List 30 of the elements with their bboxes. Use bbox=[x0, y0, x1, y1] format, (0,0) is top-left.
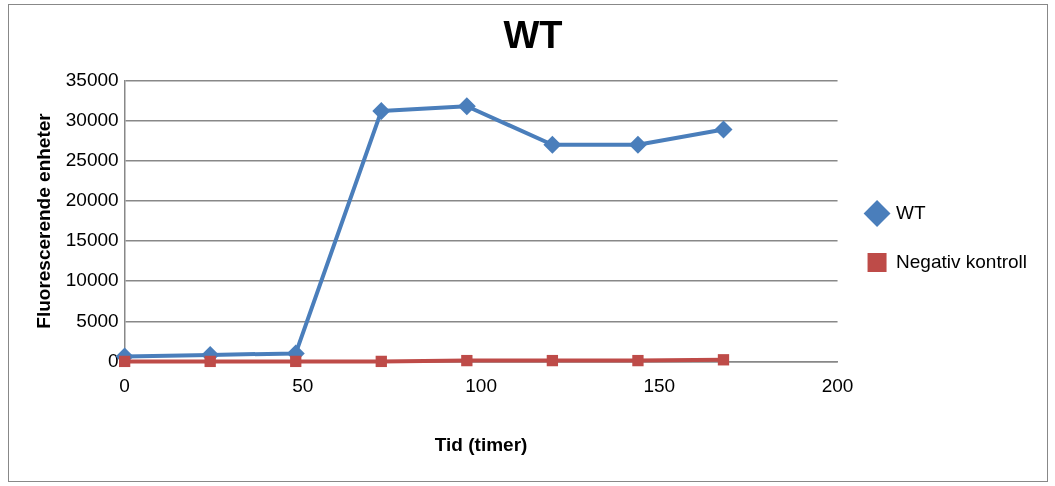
point bbox=[543, 135, 562, 154]
point bbox=[628, 135, 647, 154]
point bbox=[118, 355, 131, 368]
y-tick-label: 25000 bbox=[65, 149, 119, 171]
chart-title: WT bbox=[503, 14, 563, 57]
point bbox=[375, 355, 387, 368]
x-tick-label: 200 bbox=[821, 375, 854, 397]
point bbox=[204, 355, 216, 368]
y-axis-title: Fluorescerende enheter bbox=[32, 112, 54, 329]
x-tick-label: 50 bbox=[292, 375, 314, 397]
y-tick-label: 0 bbox=[108, 349, 119, 371]
y-tick-label: 35000 bbox=[65, 68, 119, 90]
point bbox=[461, 354, 473, 367]
x-tick-label: 100 bbox=[465, 375, 497, 397]
x-tick-label: 150 bbox=[643, 375, 676, 397]
y-tick-label: 20000 bbox=[65, 189, 119, 211]
y-tick-label: 15000 bbox=[65, 229, 119, 251]
legend-label: WT bbox=[896, 201, 926, 223]
legend-label: Negativ kontroll bbox=[896, 250, 1027, 272]
y-tick-label: 10000 bbox=[65, 269, 119, 291]
point bbox=[372, 102, 391, 121]
point bbox=[717, 354, 730, 366]
point bbox=[632, 354, 644, 367]
point bbox=[714, 120, 733, 139]
x-axis-title: Tid (timer) bbox=[434, 433, 528, 455]
point bbox=[290, 355, 302, 368]
y-tick-label: 30000 bbox=[65, 108, 119, 130]
point bbox=[546, 354, 559, 367]
point bbox=[457, 97, 476, 116]
y-tick-label: 5000 bbox=[76, 309, 119, 331]
